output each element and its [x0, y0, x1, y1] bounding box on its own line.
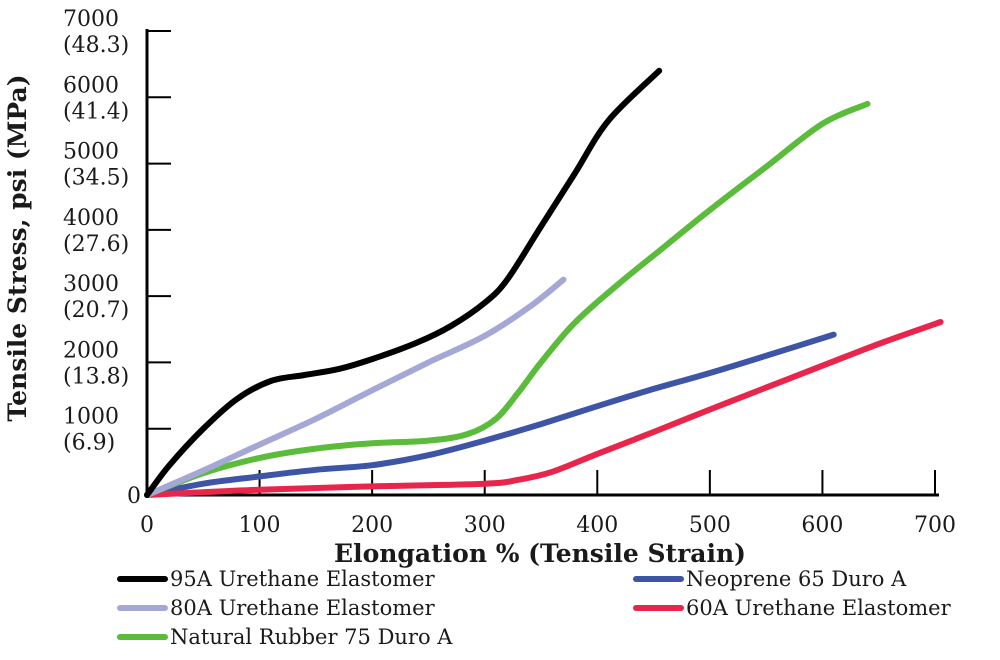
legend-label: Neoprene 65 Duro A: [686, 567, 907, 591]
legend-label: 80A Urethane Elastomer: [170, 596, 436, 620]
y-tick-label-psi: 6000: [63, 73, 119, 98]
y-tick-label-mpa: (13.8): [63, 364, 129, 389]
y-tick-label-psi: 4000: [63, 206, 119, 231]
x-tick-label: 700: [914, 513, 956, 538]
series-line: [144, 319, 944, 498]
series-line: [144, 67, 663, 498]
y-tick-label-psi: 2000: [63, 338, 119, 363]
y-axis-title: Tensile Stress, psi (MPa): [3, 74, 32, 421]
y-tick-label-mpa: (20.7): [63, 298, 129, 323]
y-tick-label-psi: 5000: [63, 140, 119, 165]
x-axis-ticks: 0 100 200 300 400 500 600 700: [140, 470, 956, 538]
y-axis-ticks: 0 1000(6.9) 2000(13.8) 3000(20.7) 4000(27.6)…: [63, 7, 171, 509]
x-tick-label: 0: [140, 513, 154, 538]
x-tick-label: 300: [464, 513, 506, 538]
y-tick-label-psi: 3000: [63, 272, 119, 297]
series-line: [144, 276, 567, 498]
series-lines: [144, 67, 944, 498]
legend-label: 95A Urethane Elastomer: [170, 567, 436, 591]
y-tick-label-mpa: (27.6): [63, 232, 129, 257]
x-axis-title: Elongation % (Tensile Strain): [334, 539, 746, 568]
x-tick-label: 600: [801, 513, 843, 538]
legend-label: 60A Urethane Elastomer: [686, 596, 952, 620]
y-tick-label-mpa: (48.3): [63, 33, 129, 58]
x-tick-label: 500: [689, 513, 731, 538]
x-tick-label: 100: [239, 513, 281, 538]
y-tick-label-psi: 0: [127, 484, 141, 509]
legend: 95A Urethane Elastomer 80A Urethane Elast…: [117, 567, 952, 649]
y-tick-label-psi: 1000: [63, 405, 119, 430]
y-tick-label-mpa: (6.9): [63, 431, 115, 456]
series-line: [144, 100, 871, 498]
y-tick-label-psi: 7000: [63, 7, 119, 32]
legend-label: Natural Rubber 75 Duro A: [170, 625, 453, 649]
x-tick-label: 200: [351, 513, 393, 538]
x-tick-label: 400: [576, 513, 618, 538]
series-line: [144, 331, 837, 498]
y-tick-label-mpa: (34.5): [63, 166, 129, 191]
y-tick-label-mpa: (41.4): [63, 99, 129, 124]
axes: [145, 29, 939, 497]
